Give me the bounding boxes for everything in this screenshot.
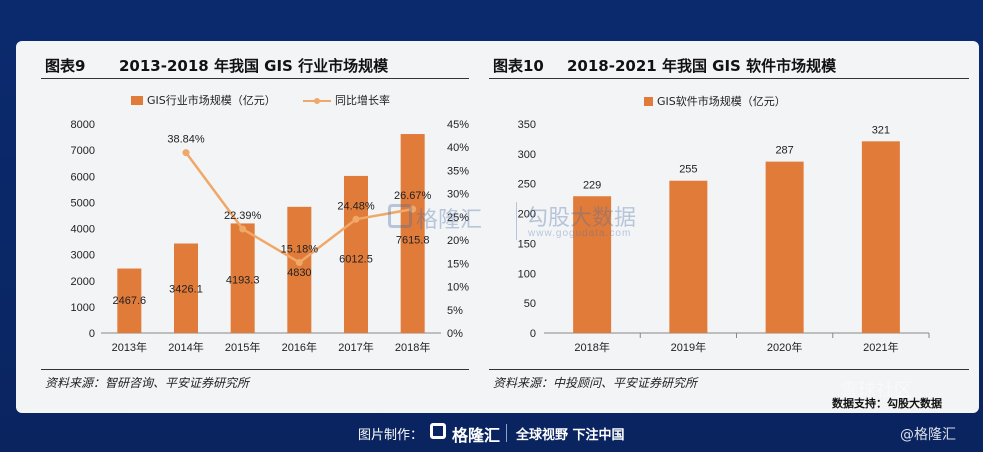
y2-tick-label: 25% — [447, 212, 469, 224]
bar — [344, 175, 368, 333]
growth-point — [352, 215, 360, 223]
y-tick-label: 50 — [524, 298, 536, 310]
y-tick-label: 250 — [518, 179, 536, 191]
x-tick-label: 2013年 — [112, 340, 147, 354]
y-tick-label: 3000 — [71, 250, 95, 262]
legend-bar-swatch — [644, 97, 653, 106]
growth-data-label: 24.48% — [337, 200, 375, 212]
growth-point — [295, 258, 303, 266]
report-card: 图表9 2013-2018 年我国 GIS 行业市场规模 GIS行业市场规模（亿… — [16, 41, 979, 413]
right-figure-title: 2018-2021 年我国 GIS 软件市场规模 — [567, 57, 837, 75]
y-tick-label: 6000 — [71, 171, 95, 183]
right-chart-panel: 图表10 2018-2021 年我国 GIS 软件市场规模 GIS软件市场规模（… — [489, 41, 969, 413]
x-tick-label: 2019年 — [671, 340, 706, 354]
y-tick-label: 0 — [530, 328, 536, 340]
y-tick-label: 8000 — [71, 119, 95, 131]
y2-tick-label: 30% — [447, 189, 469, 201]
x-tick-label: 2018年 — [574, 340, 609, 354]
x-tick-label: 2020年 — [767, 340, 802, 354]
y2-tick-label: 20% — [447, 235, 469, 247]
right-bar-chart: GIS软件市场规模（亿元） 0 50 100 150 200 250 300 350 2018年 2… — [518, 94, 930, 354]
growth-data-label: 15.18% — [281, 243, 319, 255]
y-tick-label: 5000 — [71, 197, 95, 209]
y-tick-label: 200 — [518, 209, 536, 221]
bar — [400, 134, 425, 333]
bar — [174, 243, 198, 333]
growth-data-label: 38.84% — [167, 134, 205, 146]
y2-tick-label: 15% — [447, 258, 469, 270]
y-tick-label: 0 — [89, 328, 95, 340]
bar-data-label: 2467.6 — [113, 295, 147, 307]
bar-data-label: 321 — [872, 124, 890, 136]
legend-bar-label: GIS软件市场规模（亿元） — [657, 94, 786, 108]
footer-logo-icon — [430, 423, 446, 439]
left-source-text: 资料来源：智研咨询、平安证券研究所 — [45, 376, 250, 390]
legend-line-label: 同比增长率 — [335, 93, 390, 107]
footer-divider — [506, 424, 507, 442]
bar — [765, 161, 804, 333]
y-tick-label: 4000 — [71, 224, 95, 236]
left-title-row: 图表9 2013-2018 年我国 GIS 行业市场规模 — [41, 50, 469, 79]
x-tick-label: 2014年 — [168, 340, 203, 354]
y2-tick-label: 45% — [447, 119, 469, 131]
bar-data-label: 6012.5 — [339, 253, 373, 265]
right-source-row: 资料来源：中投顾问、平安证券研究所 — [489, 369, 969, 392]
bar-data-label: 7615.8 — [396, 234, 430, 246]
left-figure-label: 图表9 — [45, 57, 86, 75]
bar-data-label: 229 — [583, 179, 601, 191]
footer-bar: 图片制作： 格隆汇 全球视野 下注中国 — [0, 420, 983, 452]
bar-data-label: 287 — [775, 145, 793, 157]
x-tick-label: 2021年 — [863, 340, 898, 354]
bar — [117, 268, 142, 333]
bar — [287, 206, 312, 333]
right-title-row: 图表10 2018-2021 年我国 GIS 软件市场规模 — [489, 50, 969, 79]
bar-data-label: 4193.3 — [226, 275, 260, 287]
left-figure-title: 2013-2018 年我国 GIS 行业市场规模 — [119, 57, 389, 75]
legend-line-marker — [314, 98, 320, 104]
growth-data-label: 22.39% — [224, 210, 262, 222]
bar — [573, 196, 612, 333]
right-figure-label: 图表10 — [493, 57, 544, 75]
bar-data-label: 3426.1 — [169, 284, 203, 296]
y-tick-label: 350 — [518, 119, 536, 131]
bar-data-label: 255 — [679, 164, 697, 176]
y-tick-label: 7000 — [71, 145, 95, 157]
growth-data-label: 26.67% — [394, 190, 432, 202]
growth-point — [182, 149, 190, 157]
left-source-row: 资料来源：智研咨询、平安证券研究所 — [41, 369, 469, 392]
x-tick-label: 2015年 — [225, 340, 260, 354]
bar — [669, 180, 708, 333]
corner-handle: @格隆汇 — [900, 427, 956, 443]
y2-tick-label: 5% — [447, 305, 463, 317]
growth-point — [239, 225, 247, 233]
footer-brand: 格隆汇 — [452, 426, 501, 445]
y-tick-label: 100 — [518, 268, 536, 280]
left-combo-chart: GIS行业市场规模（亿元） 同比增长率 0 1000 2000 3000 4000 5000 6… — [71, 93, 469, 354]
y2-tick-label: 10% — [447, 282, 469, 294]
data-support-text: 数据支持：勾股大数据 — [832, 397, 942, 410]
bar — [861, 141, 900, 333]
right-source-text: 资料来源：中投顾问、平安证券研究所 — [493, 376, 698, 390]
y-tick-label: 150 — [518, 238, 536, 250]
left-chart-panel: 图表9 2013-2018 年我国 GIS 行业市场规模 GIS行业市场规模（亿… — [41, 41, 469, 413]
growth-point — [409, 205, 417, 213]
bar-data-label: 4830 — [287, 267, 311, 279]
x-tick-label: 2016年 — [282, 340, 317, 354]
corner-watermark: 雪球社区 — [840, 380, 912, 401]
bar — [230, 223, 255, 333]
y2-tick-label: 0% — [447, 328, 463, 340]
x-tick-label: 2018年 — [395, 340, 430, 354]
y-tick-label: 2000 — [71, 276, 95, 288]
y-tick-label: 1000 — [71, 302, 95, 314]
y2-tick-label: 40% — [447, 142, 469, 154]
footer-slogan: 全球视野 下注中国 — [516, 428, 625, 443]
x-tick-label: 2017年 — [338, 340, 373, 354]
legend-bar-swatch — [131, 96, 143, 105]
y2-tick-label: 35% — [447, 165, 469, 177]
legend-bar-label: GIS行业市场规模（亿元） — [147, 93, 276, 107]
footer-made-by: 图片制作： — [358, 428, 424, 443]
y-tick-label: 300 — [518, 149, 536, 161]
